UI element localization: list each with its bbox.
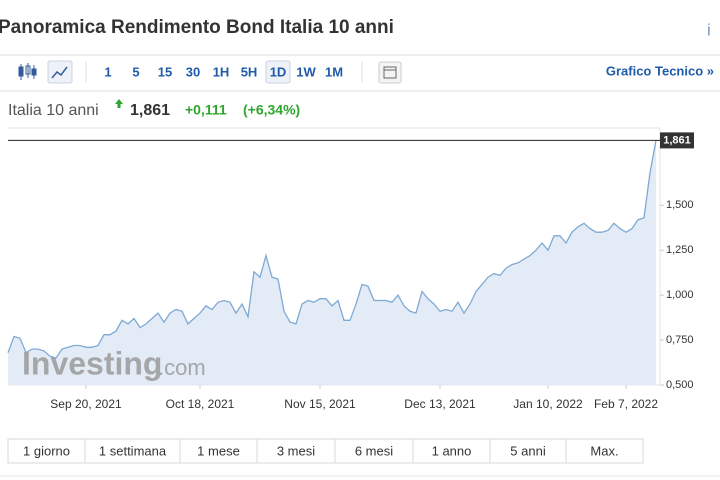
x-tick-label: Dec 13, 2021 (404, 397, 476, 411)
period-button[interactable]: 5 (132, 64, 139, 79)
line (7, 140, 657, 359)
range-label: 1 settimana (99, 443, 167, 458)
line-icon-button[interactable] (47, 60, 73, 84)
last-value-label: 1,861 (663, 134, 691, 146)
last-value-badge (660, 132, 694, 149)
period-button[interactable]: 1D (270, 64, 287, 79)
watermark-brand: Investing (22, 345, 162, 381)
range-label: 3 mesi (277, 443, 315, 458)
period-button[interactable]: 1M (325, 64, 343, 79)
period-button[interactable]: 30 (186, 64, 200, 79)
x-tick-label: Jan 10, 2022 (513, 397, 583, 411)
y-tick-label: 0,500 (666, 379, 694, 391)
change-percent: (+6,34%) (243, 102, 300, 118)
period-button[interactable]: 1W (296, 64, 316, 79)
x-tick-label: Nov 15, 2021 (284, 397, 356, 411)
technical-chart-link[interactable]: Grafico Tecnico » (606, 63, 714, 78)
range-label: 1 anno (432, 443, 472, 458)
y-tick-label: 0,750 (666, 334, 694, 346)
instrument-name: Italia 10 anni (8, 102, 99, 119)
x-tick-label: Sep 20, 2021 (50, 397, 122, 411)
change: +0,111 (185, 102, 227, 118)
plot: 0,500 0,750 1,000 1,250 1,500 Sep 20, 2021 Oct… (7, 132, 694, 411)
calendar-button[interactable] (378, 61, 402, 84)
range-button[interactable] (84, 438, 181, 464)
range-label: 1 giorno (23, 443, 70, 458)
range-button[interactable] (565, 438, 644, 464)
calendar-icon (383, 66, 397, 79)
line-icon (51, 66, 68, 79)
y-tick-label: 1,500 (666, 199, 694, 211)
area (8, 140, 656, 385)
x-tick-label: Feb 7, 2022 (594, 397, 658, 411)
period-active (265, 60, 291, 84)
candle-icon[interactable] (18, 63, 37, 80)
range-button[interactable] (334, 438, 414, 464)
x-tick-label: Oct 18, 2021 (166, 397, 235, 411)
range-label: 6 mesi (355, 443, 393, 458)
y-tick-label: 1,250 (666, 244, 694, 256)
range-button[interactable] (256, 438, 336, 464)
page-title: Panoramica Rendimento Bond Italia 10 ann… (0, 17, 394, 38)
range-label: Max. (590, 443, 618, 458)
period-button[interactable]: 5H (241, 64, 258, 79)
range-button[interactable] (489, 438, 567, 464)
watermark-suffix: .com (158, 355, 206, 380)
up-arrow (115, 99, 123, 108)
period-button[interactable]: 1H (213, 64, 230, 79)
info-icon[interactable]: i (707, 20, 711, 39)
range-label: 5 anni (510, 443, 546, 458)
y-tick-label: 1,000 (666, 289, 694, 301)
period-button[interactable]: 1 (104, 64, 111, 79)
period-button[interactable]: 15 (158, 64, 172, 79)
range-label: 1 mese (197, 443, 240, 458)
price: 1,861 (130, 102, 170, 119)
